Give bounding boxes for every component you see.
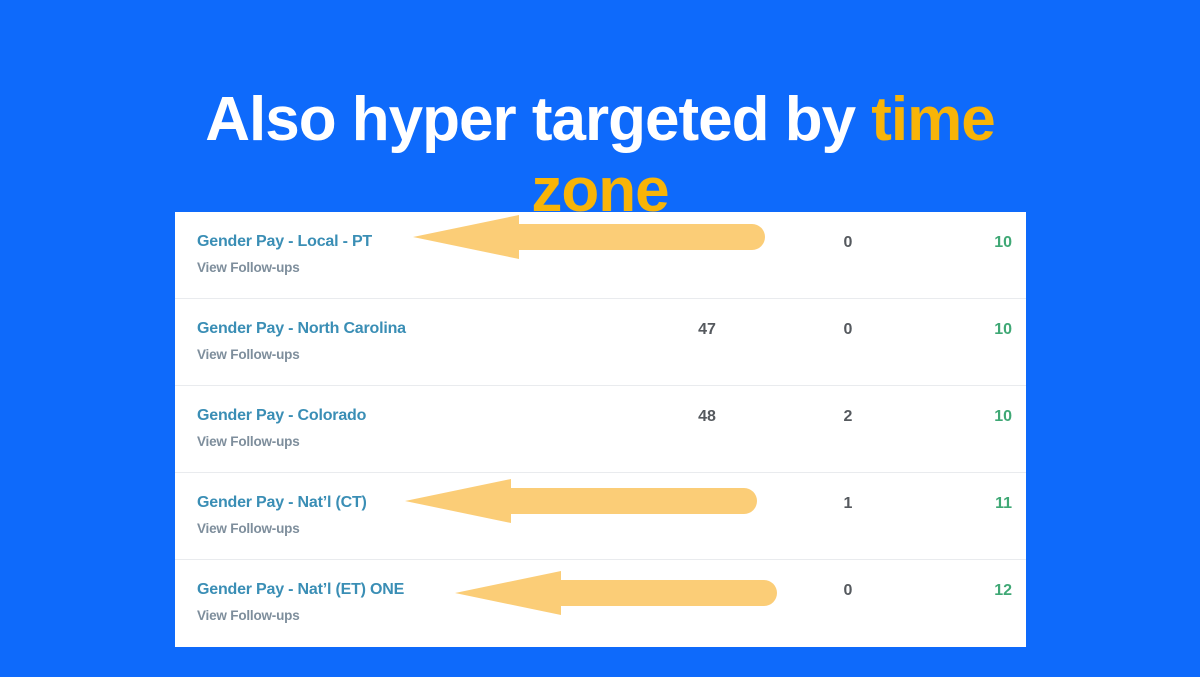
campaign-name-link[interactable]: Gender Pay - Colorado (197, 407, 367, 424)
middle-count: 0 (843, 321, 853, 338)
campaign-table: Gender Pay - Local - PT View Follow-ups … (175, 212, 1026, 647)
campaign-name-link[interactable]: Gender Pay - North Carolina (197, 320, 406, 337)
middle-count: 1 (843, 495, 853, 512)
table-row: Gender Pay - Colorado View Follow-ups 48… (175, 386, 1026, 473)
green-count: 10 (994, 321, 1012, 338)
green-count: 10 (994, 408, 1012, 425)
view-follow-ups-link[interactable]: View Follow-ups (197, 608, 300, 623)
campaign-name-link[interactable]: Gender Pay - Local - PT (197, 233, 373, 250)
sent-count: 47 (698, 321, 716, 338)
middle-count: 0 (843, 582, 853, 599)
slide-title-accent-time: time (871, 84, 995, 154)
table-row: Gender Pay - Nat’l (CT) View Follow-ups … (175, 473, 1026, 560)
sent-count: 48 (698, 408, 716, 425)
campaign-name-link[interactable]: Gender Pay - Nat’l (ET) ONE (197, 581, 405, 598)
table-row: Gender Pay - Local - PT View Follow-ups … (175, 212, 1026, 299)
slide-title: Also hyper targeted by time zone (0, 84, 1200, 228)
view-follow-ups-link[interactable]: View Follow-ups (197, 521, 300, 536)
middle-count: 0 (843, 234, 853, 251)
view-follow-ups-link[interactable]: View Follow-ups (197, 347, 300, 362)
table-row: Gender Pay - Nat’l (ET) ONE View Follow-… (175, 560, 1026, 647)
view-follow-ups-link[interactable]: View Follow-ups (197, 434, 300, 449)
left-arrow-annotation-icon (405, 479, 757, 523)
table-row: Gender Pay - North Carolina View Follow-… (175, 299, 1026, 386)
slide-title-white-text: Also hyper targeted by (205, 84, 856, 154)
green-count: 10 (994, 234, 1012, 251)
left-arrow-annotation-icon (455, 571, 777, 615)
view-follow-ups-link[interactable]: View Follow-ups (197, 260, 300, 275)
green-count: 12 (994, 582, 1012, 599)
left-arrow-annotation-icon (413, 215, 765, 259)
middle-count: 2 (843, 408, 853, 425)
campaign-name-link[interactable]: Gender Pay - Nat’l (CT) (197, 494, 367, 511)
green-count: 11 (995, 495, 1012, 512)
